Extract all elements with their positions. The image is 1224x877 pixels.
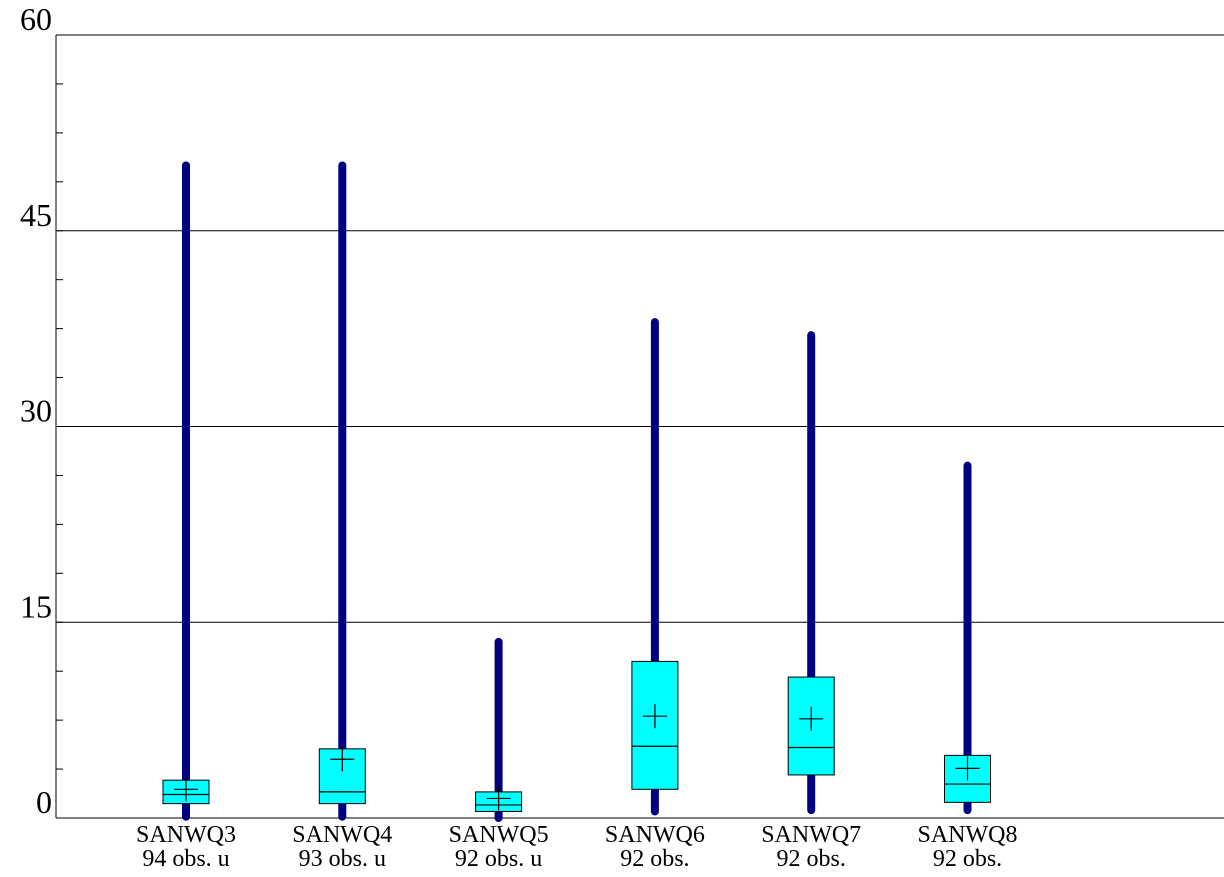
- category-label: SANWQ3: [136, 822, 236, 848]
- category-label: SANWQ8: [918, 822, 1018, 848]
- box-sanwq3: [162, 161, 210, 821]
- category-label: SANWQ5: [449, 822, 549, 848]
- grid-lines: [56, 34, 1224, 819]
- y-tick-label: 0: [36, 784, 52, 820]
- y-tick-label: 15: [20, 588, 52, 624]
- category-obs-label: 92 obs.: [777, 846, 846, 872]
- mean-marker: [642, 704, 667, 729]
- category-obs-label: 93 obs. u: [299, 846, 386, 872]
- category-obs-label: 94 obs. u: [142, 846, 229, 872]
- mean-marker: [799, 706, 824, 731]
- category-label: SANWQ4: [292, 822, 392, 848]
- mean-marker: [486, 786, 511, 811]
- box-sanwq6: [631, 318, 679, 816]
- box-sanwq5: [475, 637, 523, 822]
- box-sanwq7: [787, 331, 835, 815]
- y-axis: 0 15 30 45 60: [20, 1, 63, 820]
- category-label: SANWQ7: [761, 822, 861, 848]
- y-tick-label: 60: [20, 1, 52, 37]
- box-sanwq8: [944, 461, 991, 815]
- category-obs-label: 92 obs.: [620, 846, 689, 872]
- box-sanwq4: [318, 161, 366, 821]
- category-obs-label: 92 obs.: [933, 846, 1002, 872]
- y-tick-label: 45: [20, 197, 52, 233]
- box-series: [162, 161, 991, 822]
- category-label: SANWQ6: [605, 822, 705, 848]
- mean-marker: [174, 777, 198, 802]
- mean-marker: [330, 747, 355, 772]
- y-tick-label: 30: [20, 393, 52, 429]
- category-obs-label: 92 obs. u: [455, 846, 542, 872]
- mean-marker: [955, 756, 980, 781]
